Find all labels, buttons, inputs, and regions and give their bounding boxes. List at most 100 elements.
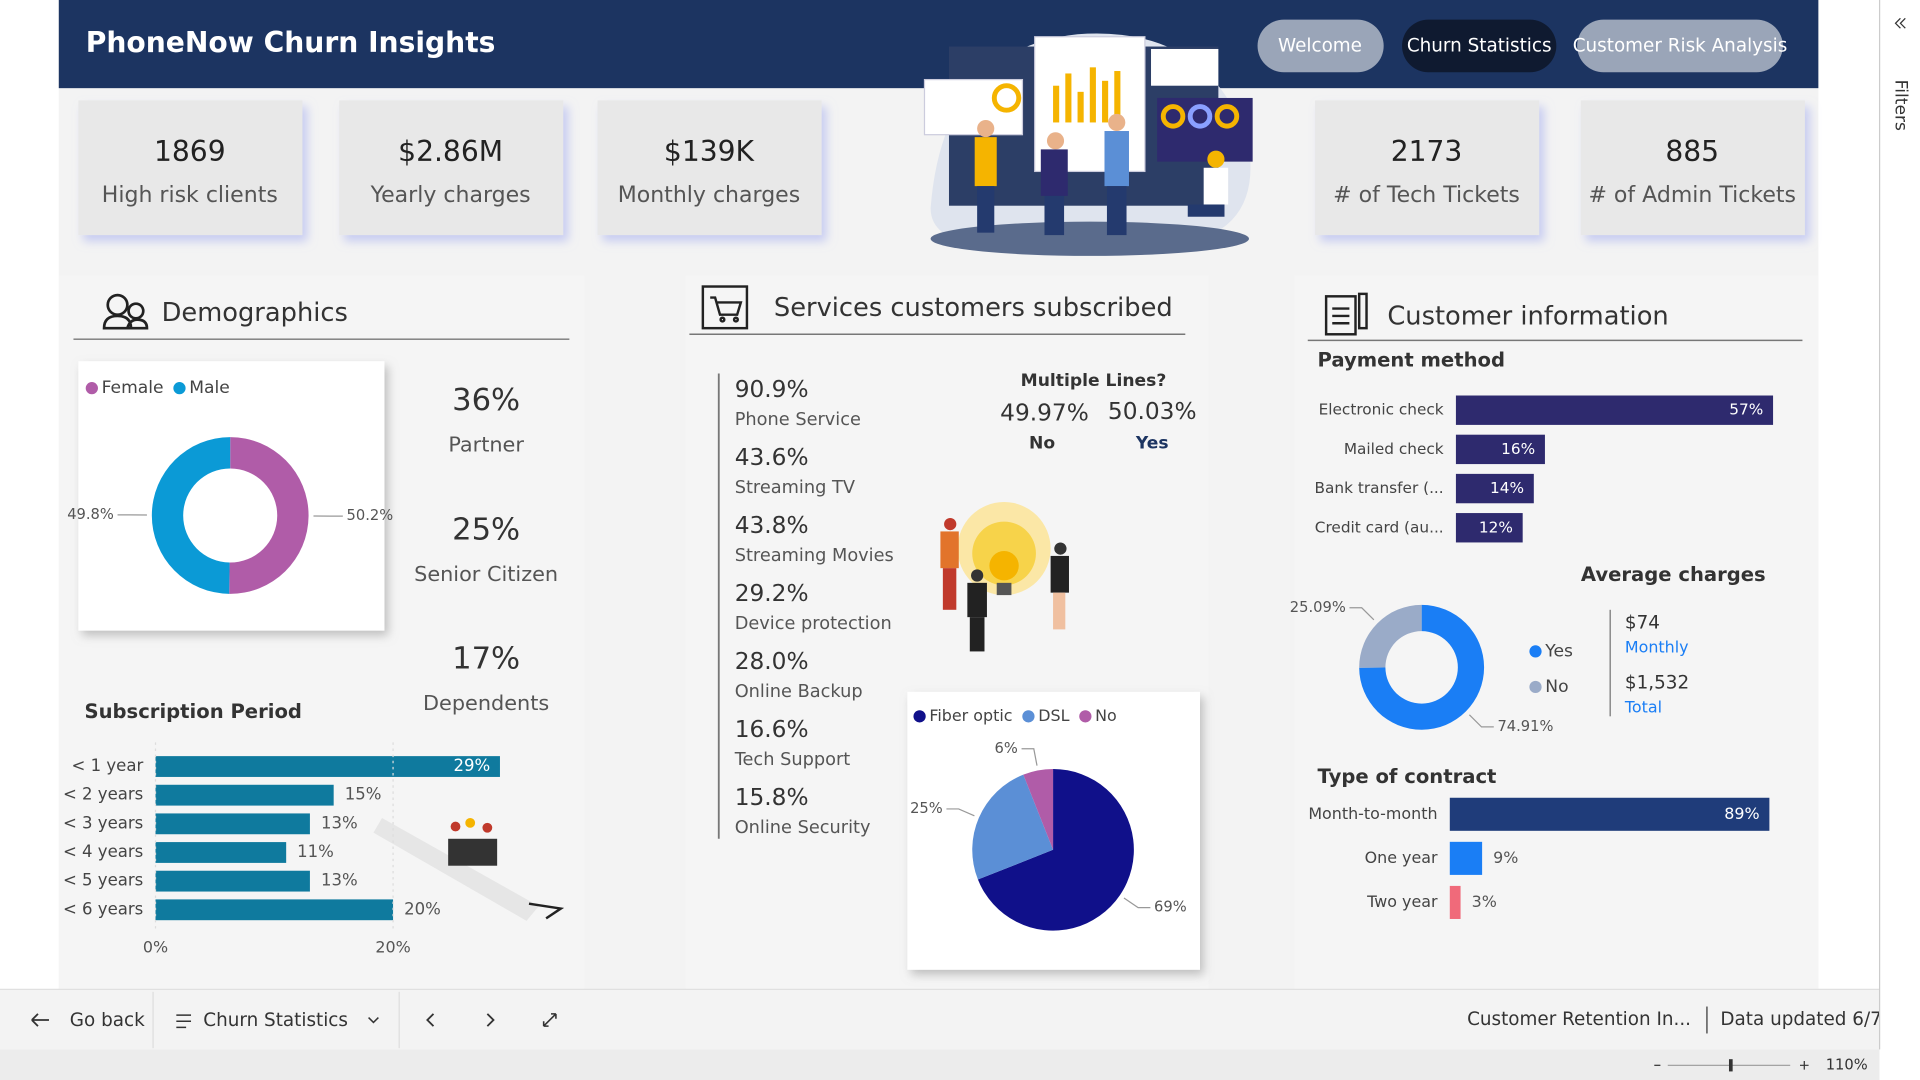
service-value: 90.9% xyxy=(735,376,809,403)
data-label: 9% xyxy=(1493,848,1518,867)
y-tick-label: Mailed check xyxy=(1344,440,1444,458)
data-label: 14% xyxy=(1490,479,1524,497)
fit-button[interactable] xyxy=(542,1013,557,1027)
stat-value: 17% xyxy=(452,642,520,677)
x-tick-label: 20% xyxy=(375,937,410,956)
kpi-label: # of Admin Tickets xyxy=(1588,183,1796,208)
back-icon[interactable] xyxy=(31,1013,49,1027)
legend-label: Fiber optic xyxy=(929,706,1012,725)
data-label: 49.8% xyxy=(67,506,114,523)
legend-label: DSL xyxy=(1038,706,1069,725)
data-label: 74.91% xyxy=(1497,718,1553,735)
service-label: Device protection xyxy=(735,614,892,634)
page-selector[interactable]: Churn Statistics xyxy=(203,1010,348,1031)
bar xyxy=(155,842,287,863)
data-label: 3% xyxy=(1472,892,1497,911)
data-label: 69% xyxy=(1154,899,1187,916)
bar xyxy=(1455,473,1534,504)
service-label: Tech Support xyxy=(734,750,851,770)
legend-marker xyxy=(913,710,926,723)
bar xyxy=(1455,395,1774,425)
data-label: 29% xyxy=(453,756,490,775)
kpi-card xyxy=(339,100,564,236)
kpi-label: High risk clients xyxy=(102,183,278,208)
legend-label: Female xyxy=(102,378,164,398)
panel-title: Services customers subscribed xyxy=(774,293,1173,323)
footer-bar xyxy=(0,989,1880,1050)
pie-slice xyxy=(972,774,1054,880)
document-icon xyxy=(1324,292,1368,336)
kpi-card xyxy=(597,100,822,236)
y-tick-label: Bank transfer (... xyxy=(1315,479,1444,497)
kpi-value: $2.86M xyxy=(398,135,503,168)
y-tick-label: Credit card (au... xyxy=(1315,518,1444,536)
service-value: 43.8% xyxy=(735,512,809,539)
chart-title: Average charges xyxy=(1581,563,1766,586)
leader-line xyxy=(1349,607,1375,621)
bar xyxy=(1455,434,1545,465)
status-bar xyxy=(0,1049,1880,1080)
data-label: 15% xyxy=(345,785,382,804)
data-label: 57% xyxy=(1729,401,1763,419)
kpi-card xyxy=(1315,100,1540,236)
service-label: Online Backup xyxy=(735,682,863,702)
leader-line xyxy=(946,808,975,817)
service-label: Streaming Movies xyxy=(735,546,894,566)
leader-line xyxy=(1123,897,1151,909)
service-label: Phone Service xyxy=(735,410,861,430)
bar xyxy=(155,813,310,835)
panel-title: Demographics xyxy=(162,298,348,328)
service-value: 15.8% xyxy=(735,784,809,811)
kpi-card xyxy=(1580,100,1805,236)
data-label: 50.2% xyxy=(347,507,394,524)
bar xyxy=(1449,885,1461,919)
idea-illustration xyxy=(940,502,1069,652)
data-label: 12% xyxy=(1479,518,1513,536)
charge-label: Total xyxy=(1624,697,1662,716)
data-label: 16% xyxy=(1501,440,1535,458)
nav-button[interactable] xyxy=(1257,19,1384,73)
legend-marker xyxy=(1022,710,1035,723)
bar xyxy=(1455,513,1523,543)
service-value: 28.0% xyxy=(735,648,809,675)
multiple-lines-value: 50.03% xyxy=(1108,398,1197,425)
charge-label: Monthly xyxy=(1625,637,1689,656)
kpi-value: 885 xyxy=(1665,135,1719,168)
zoom-level: 110% xyxy=(1826,1056,1868,1073)
multiple-lines-title: Multiple Lines? xyxy=(1021,371,1167,391)
dropdown-icon[interactable] xyxy=(368,1017,379,1024)
bar xyxy=(155,756,500,777)
legend-marker xyxy=(85,382,98,395)
nav-label[interactable]: Customer Risk Analysis xyxy=(1573,36,1788,57)
legend-label: No xyxy=(1095,706,1117,725)
service-label: Online Security xyxy=(735,818,871,838)
filters-pane[interactable] xyxy=(1879,0,1920,1080)
nav-label[interactable]: Welcome xyxy=(1278,36,1362,57)
zoom-in[interactable] xyxy=(1800,1061,1809,1070)
nav-label[interactable]: Churn Statistics xyxy=(1407,36,1552,57)
y-tick-label: One year xyxy=(1365,848,1438,867)
kpi-value: 2173 xyxy=(1391,135,1463,168)
nav-button[interactable] xyxy=(1402,19,1557,73)
charge-value: $1,532 xyxy=(1625,672,1689,693)
report-name: Customer Retention In... xyxy=(1467,1009,1691,1030)
service-value: 16.6% xyxy=(735,716,809,743)
legend-label: Yes xyxy=(1544,641,1573,661)
demographic-stats: 36% Partner 25% Senior Citizen 17% Dependents xyxy=(414,383,558,715)
zoom-thumb[interactable] xyxy=(1728,1059,1733,1072)
pages-icon[interactable] xyxy=(176,1014,192,1029)
pie-slice xyxy=(229,437,309,594)
bar xyxy=(155,870,310,892)
legend-label: No xyxy=(1545,677,1568,697)
y-tick-label: Two year xyxy=(1366,892,1438,911)
next-page[interactable] xyxy=(486,1013,495,1027)
pie-slice xyxy=(1023,768,1054,850)
prev-page[interactable] xyxy=(426,1013,435,1027)
filters-label[interactable]: Filters xyxy=(1890,80,1910,131)
y-tick-label: < 3 years xyxy=(63,813,143,832)
collapse-icon[interactable] xyxy=(1894,17,1906,29)
back-button[interactable]: Go back xyxy=(70,1010,145,1031)
kpi-card xyxy=(78,100,303,236)
nav-button[interactable] xyxy=(1577,19,1783,73)
kpi-label: Monthly charges xyxy=(618,183,800,208)
